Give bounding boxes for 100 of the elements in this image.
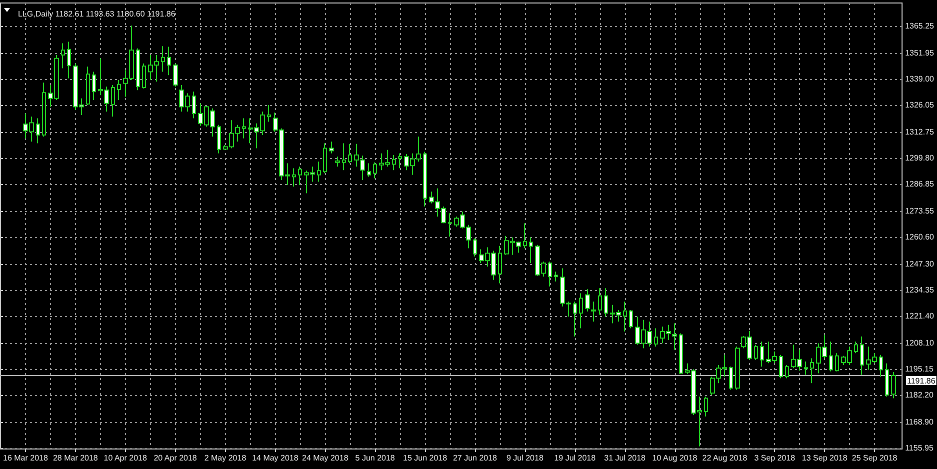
candlestick (298, 166, 302, 186)
y-tick-label: 1299.80 (905, 153, 935, 162)
x-tick-label: 24 May 2018 (302, 454, 349, 462)
candlestick (323, 142, 327, 174)
x-tick-label: 5 Jun 2018 (355, 454, 396, 462)
y-tick-label: 1195.15 (905, 364, 934, 374)
candlestick (167, 46, 171, 76)
candlestick (598, 288, 602, 316)
candlestick (317, 161, 321, 182)
y-tick-label: 1155.95 (905, 443, 934, 452)
candlestick (735, 346, 740, 390)
x-tick-label: 2 May 2018 (204, 454, 247, 462)
candlestick (835, 352, 839, 372)
y-tick-label: 1234.35 (905, 285, 935, 294)
y-tick-label: 1260.60 (905, 232, 935, 242)
y-tick-label: 1312.75 (905, 127, 935, 136)
candlestick (142, 62, 146, 89)
candlestick (654, 328, 658, 348)
x-tick-label: 13 Sep 2018 (802, 454, 848, 462)
y-tick-label: 1208.10 (905, 338, 935, 348)
candlestick (523, 222, 527, 249)
candlestick (267, 104, 271, 122)
candlestick (242, 118, 246, 139)
candlestick (804, 361, 808, 376)
y-tick-label: 1247.30 (905, 259, 935, 268)
x-tick-label: 22 Aug 2018 (702, 454, 748, 462)
candlestick (86, 66, 90, 106)
candlestick (173, 62, 178, 88)
y-tick-label: 1326.05 (905, 100, 935, 110)
candlestick (704, 396, 708, 418)
x-tick-label: 20 Apr 2018 (154, 454, 198, 462)
candlestick (885, 362, 889, 398)
x-tick-label: 9 Jul 2018 (506, 454, 544, 462)
candlestick (367, 162, 371, 178)
candlestick (136, 48, 140, 91)
candlestick (604, 288, 608, 318)
y-tick-label: 1168.90 (905, 417, 934, 426)
y-tick-label: 1339.00 (905, 74, 935, 84)
candlestick (623, 301, 627, 332)
y-tick-label: 1221.40 (905, 311, 935, 320)
candlestick (67, 41, 71, 79)
candlestick (785, 364, 789, 379)
candlestick (192, 91, 196, 119)
candlestick (573, 301, 577, 338)
candlestick (779, 354, 783, 379)
candlestick (829, 341, 833, 372)
candlestick (591, 301, 596, 322)
text: LLG,Daily 1182.61 1193.63 1180.60 1191.86 (18, 10, 176, 18)
candlestick (42, 82, 46, 138)
candlestick (754, 344, 758, 360)
x-tick-label: 16 Mar 2018 (3, 454, 48, 462)
candlestick (111, 84, 115, 118)
candlestick (398, 152, 402, 169)
candlestick (61, 42, 65, 69)
candlestick (292, 168, 296, 188)
candlestick (329, 141, 334, 154)
candlestick (760, 341, 764, 368)
x-tick-label: 14 May 2018 (252, 454, 299, 462)
ref-line-label: 1191.86 (907, 376, 936, 386)
candlestick (579, 292, 583, 329)
x-tick-label: 10 Apr 2018 (104, 454, 148, 462)
candlestick (498, 245, 502, 284)
candlestick (335, 156, 340, 168)
candlestick (679, 332, 683, 374)
candlestick (217, 124, 221, 154)
x-tick-label: 31 Jul 2018 (604, 454, 646, 462)
candlestick (161, 46, 165, 72)
candlestick (448, 212, 452, 238)
x-tick-label: 10 Aug 2018 (652, 454, 698, 462)
candlestick (879, 354, 883, 378)
candlestick (373, 162, 377, 179)
y-tick-label: 1273.55 (905, 206, 935, 216)
candlestick (854, 341, 858, 354)
candlestick (117, 79, 121, 100)
candlestick (810, 358, 814, 384)
candlestick (585, 288, 590, 312)
y-tick-label: 1286.85 (905, 180, 935, 189)
candlestick (729, 366, 733, 390)
y-tick-label: 1365.25 (905, 22, 935, 31)
candlestick (548, 261, 552, 288)
candlestick (423, 151, 427, 208)
candlestick (348, 143, 352, 164)
candlestick (529, 236, 533, 264)
candlestick (860, 336, 864, 376)
x-tick-label: 27 Jun 2018 (452, 454, 498, 462)
candlestick (36, 118, 40, 144)
x-tick-label: 28 Mar 2018 (52, 454, 98, 462)
x-tick-label: 25 Sep 2018 (852, 454, 898, 462)
candlestick (891, 371, 896, 399)
y-tick-label: 1182.20 (905, 390, 934, 400)
candlestick (473, 238, 477, 258)
candlestick (629, 309, 633, 329)
x-tick-label: 19 Jul 2018 (554, 454, 596, 462)
x-tick-label: 15 Jun 2018 (403, 454, 448, 462)
candlestick (92, 71, 96, 100)
candlestick (342, 142, 346, 171)
candlestick (672, 322, 677, 350)
candlestick (392, 154, 396, 171)
x-tick-label: 3 Sep 2018 (754, 454, 796, 462)
candlestick (554, 271, 558, 282)
